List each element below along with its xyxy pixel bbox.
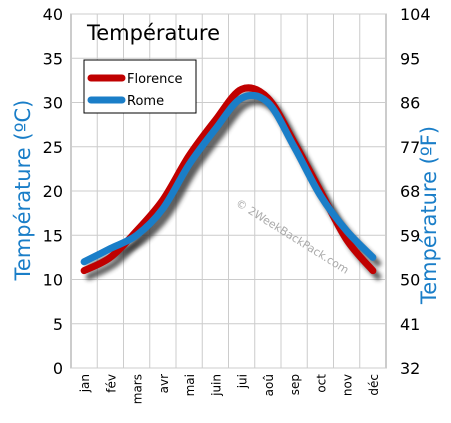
y-tick-label-left: 20 <box>43 182 63 201</box>
y-axis-label-left: Température (ºC) <box>11 100 35 282</box>
legend: Florence Rome <box>84 60 196 113</box>
y-tick-label-left: 25 <box>43 138 63 157</box>
x-tick-label: jan <box>78 374 92 393</box>
y-tick-label-left: 5 <box>53 315 63 334</box>
shadow-layer <box>89 94 378 277</box>
x-tick-label: oct <box>314 374 328 393</box>
y-tick-label-left: 10 <box>43 271 63 290</box>
y-tick-label-left: 35 <box>43 49 63 68</box>
y-tick-label-right: 41 <box>400 315 420 334</box>
x-tick-label: déc <box>367 374 381 396</box>
legend-label-florence: Florence <box>127 72 183 87</box>
y-tick-label-right: 104 <box>400 5 431 24</box>
chart-title: Température <box>86 21 220 45</box>
y-tick-label-right: 32 <box>400 359 420 378</box>
x-tick-label: aoû <box>262 374 276 396</box>
y-tick-label-right: 86 <box>400 94 420 113</box>
y-tick-label-left: 30 <box>43 94 63 113</box>
x-tick-label: avr <box>157 374 171 393</box>
y-axis-label-right: Température (ºF) <box>417 126 441 305</box>
x-tick-label: sep <box>288 374 302 395</box>
y-tick-label-left: 0 <box>53 359 63 378</box>
x-tick-label: mars <box>131 374 145 404</box>
x-tick-label: nov <box>341 374 355 396</box>
legend-label-rome: Rome <box>127 94 164 109</box>
x-tick-label: juin <box>209 374 223 397</box>
y-tick-label-left: 15 <box>43 226 63 245</box>
y-tick-label-right: 95 <box>400 49 420 68</box>
x-tick-label: fév <box>104 374 118 393</box>
y-tick-label-left: 40 <box>43 5 63 24</box>
x-tick-label: jui <box>236 374 250 389</box>
x-tick-label: mai <box>183 374 197 396</box>
